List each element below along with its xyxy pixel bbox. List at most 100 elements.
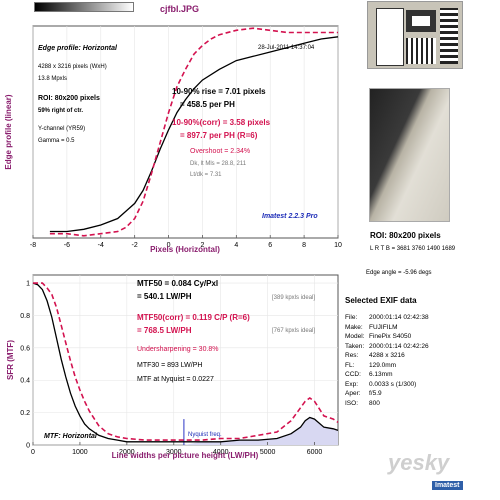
edge-ychannel: Y-channel (YR59) (38, 126, 86, 132)
nyquist-label: Nyquist freq. (188, 432, 222, 438)
exif-key: Res: (345, 352, 359, 359)
edge-tick-label: -8 (30, 242, 36, 249)
mtf-corner-label: MTF: Horizontal (44, 433, 97, 440)
edge-mpxls: 13.8 Mpxls (38, 76, 68, 82)
exif-row: ISO: 800 (345, 399, 495, 409)
edge-roi: ROI: 80x200 pixels (38, 95, 100, 102)
exif-key: ISO: (345, 399, 359, 407)
exif-value: FUJIFILM (369, 323, 398, 331)
exif-key: FL: (345, 361, 355, 369)
exif-row: File: 2000:01:14 02:42:38 (345, 313, 495, 323)
watermark-yesky: yesky (388, 450, 450, 475)
edge-ticks: -8 -6 -4 -2 0 2 4 6 8 10 (30, 235, 342, 249)
edge-gamma: Gamma = 0.5 (38, 138, 75, 144)
edge-grid (32, 26, 339, 238)
exif-value: FinePix S4050 (369, 333, 412, 340)
edge-series-measured (49, 36, 339, 233)
edge-tick-label: 0 (167, 242, 171, 249)
edge-tick-label: 10 (334, 242, 342, 249)
mtf50-line2: = 540.1 LW/PH (137, 292, 192, 301)
lt-dk: Lt/dk = 7.31 (190, 172, 222, 178)
exif-key: CCD: (345, 371, 361, 378)
exif-key: Exp: (345, 380, 359, 388)
exif-title: Selected EXIF data (345, 296, 417, 305)
exif-row: Taken: 2000:01:14 02:42:26 (345, 342, 495, 352)
edge-xlabel: Pixels (Horizontal) (150, 245, 220, 254)
exif-value: 129.0mm (369, 361, 397, 369)
mtf-plot-frame (32, 274, 339, 446)
imatest-logo: Imatest (432, 481, 463, 490)
mtf-xtick-label: 6000 (307, 449, 323, 456)
edge-date: 28-Jul-2011 14:37:04 (258, 45, 315, 51)
roi-title: ROI: 80x200 pixels (370, 231, 441, 240)
mtf-ytick-label: 0.6 (20, 345, 30, 352)
mtf-ytick-label: 1 (26, 281, 30, 288)
edge-tick-label: -2 (132, 242, 138, 249)
mtf-xtick-label: 3000 (166, 449, 182, 456)
roi-crop-image (369, 88, 450, 222)
edge-tick-label: -6 (64, 242, 70, 249)
exif-value: 6.13mm (369, 371, 393, 378)
edge-ylabel: Edge profile (linear) (4, 94, 13, 169)
imatest-version: Imatest 2.2.3 Pro (262, 213, 318, 220)
mtf50-ideal: [389 kpxls ideal] (272, 295, 316, 301)
mtf-xtick-label: 0 (31, 449, 35, 456)
edge-profile-chart: -8 -6 -4 -2 0 2 4 6 8 10 Edge profile (linear) Pi… (4, 25, 342, 254)
exif-key: Aper: (345, 390, 361, 397)
exif-key: Taken: (345, 342, 365, 350)
exif-key: Model: (345, 333, 365, 340)
rise-line2: = 458.5 per PH (180, 100, 235, 109)
exif-value: 2000:01:14 02:42:38 (369, 314, 429, 321)
file-title: cjfbl.JPG (160, 4, 200, 14)
edge-tick-label: 2 (200, 242, 204, 249)
corr-line1: 10-90%(corr) = 3.58 pixels (172, 118, 271, 127)
edge-panel-title: Edge profile: Horizontal (38, 45, 117, 52)
exif-row: FL: 129.0mm (345, 361, 495, 371)
exif-row: Make: FUJIFILM (345, 323, 495, 333)
mtf-xtick-label: 5000 (260, 449, 276, 456)
exif-row: CCD: 6.13mm (345, 370, 495, 380)
edge-tick-label: 4 (234, 242, 238, 249)
dk-lt-mls: Dk, lt Mls = 28.8, 211 (190, 161, 247, 167)
exif-row: Model: FinePix S4050 (345, 332, 495, 342)
edge-tick-label: 6 (268, 242, 272, 249)
exif-value: 0.0033 s (1/300) (369, 380, 417, 388)
edge-lines (49, 27, 339, 237)
exif-key: Make: (345, 323, 363, 331)
roi-ltrb: L R T B = 3681 3760 1490 1689 (370, 246, 456, 252)
mtf-series-measured (32, 282, 339, 443)
exif-key: File: (345, 314, 358, 321)
mtf-ticks: 0 0.2 0.4 0.6 0.8 1 0 1000 2000 3000 4000 5000 6000 (20, 281, 322, 456)
mtf-lines (32, 282, 339, 443)
chart-thumbnail (367, 1, 463, 69)
exif-value: 2000:01:14 02:42:26 (369, 342, 429, 350)
mtf-xtick-label: 2000 (119, 449, 135, 456)
mtf-chart: 00.20.40.60.810 1000 2000 3000 4000 5000 6000 … (6, 274, 339, 460)
mtf-xlabel: Line widths per picture height (LW/PH) (112, 451, 259, 460)
mtf50-corr-line1: MTF50(corr) = 0.119 C/P (R=6) (137, 313, 250, 322)
edge-tick-label: 8 (302, 242, 306, 249)
exif-row: Res: 4288 x 3216 (345, 351, 495, 361)
mtf-ytick-label: 0.4 (20, 378, 30, 385)
mtf-ytick-label: 0.2 (20, 410, 30, 417)
exif-row: Aper: f/5.9 (345, 389, 495, 399)
mtf-series-corrected (33, 282, 339, 441)
edge-right-of-ctr: 59% right of ctr. (38, 108, 84, 114)
mtf30: MTF30 = 893 LW/PH (137, 362, 203, 369)
exif-value: 4288 x 3216 (369, 352, 405, 359)
undersharpening: Undersharpening = 30.8% (137, 346, 219, 353)
edge-plot-frame (32, 25, 339, 239)
corr-line2: = 897.7 per PH (R=6) (180, 131, 258, 140)
mtf50-corr-line2: = 768.5 LW/PH (137, 326, 192, 335)
mtf-at-nyquist: MTF at Nyquist = 0.0227 (137, 376, 214, 383)
mtf-ytick-label: 0 (26, 443, 30, 450)
exif-value: f/5.9 (369, 390, 382, 397)
mtf-ytick-label: 0.8 (20, 313, 30, 320)
mtf-ylabel: SFR (MTF) (6, 340, 15, 380)
edge-size: 4288 x 3216 pixels (WxH) (38, 64, 107, 70)
exif-value: 800 (369, 399, 380, 407)
nyquist-region-fill (183, 417, 338, 445)
edge-tick-label: -4 (98, 242, 104, 249)
overshoot: Overshoot = 2.34% (190, 148, 251, 155)
edge-angle: Edge angle = -5.96 degs (366, 270, 432, 276)
